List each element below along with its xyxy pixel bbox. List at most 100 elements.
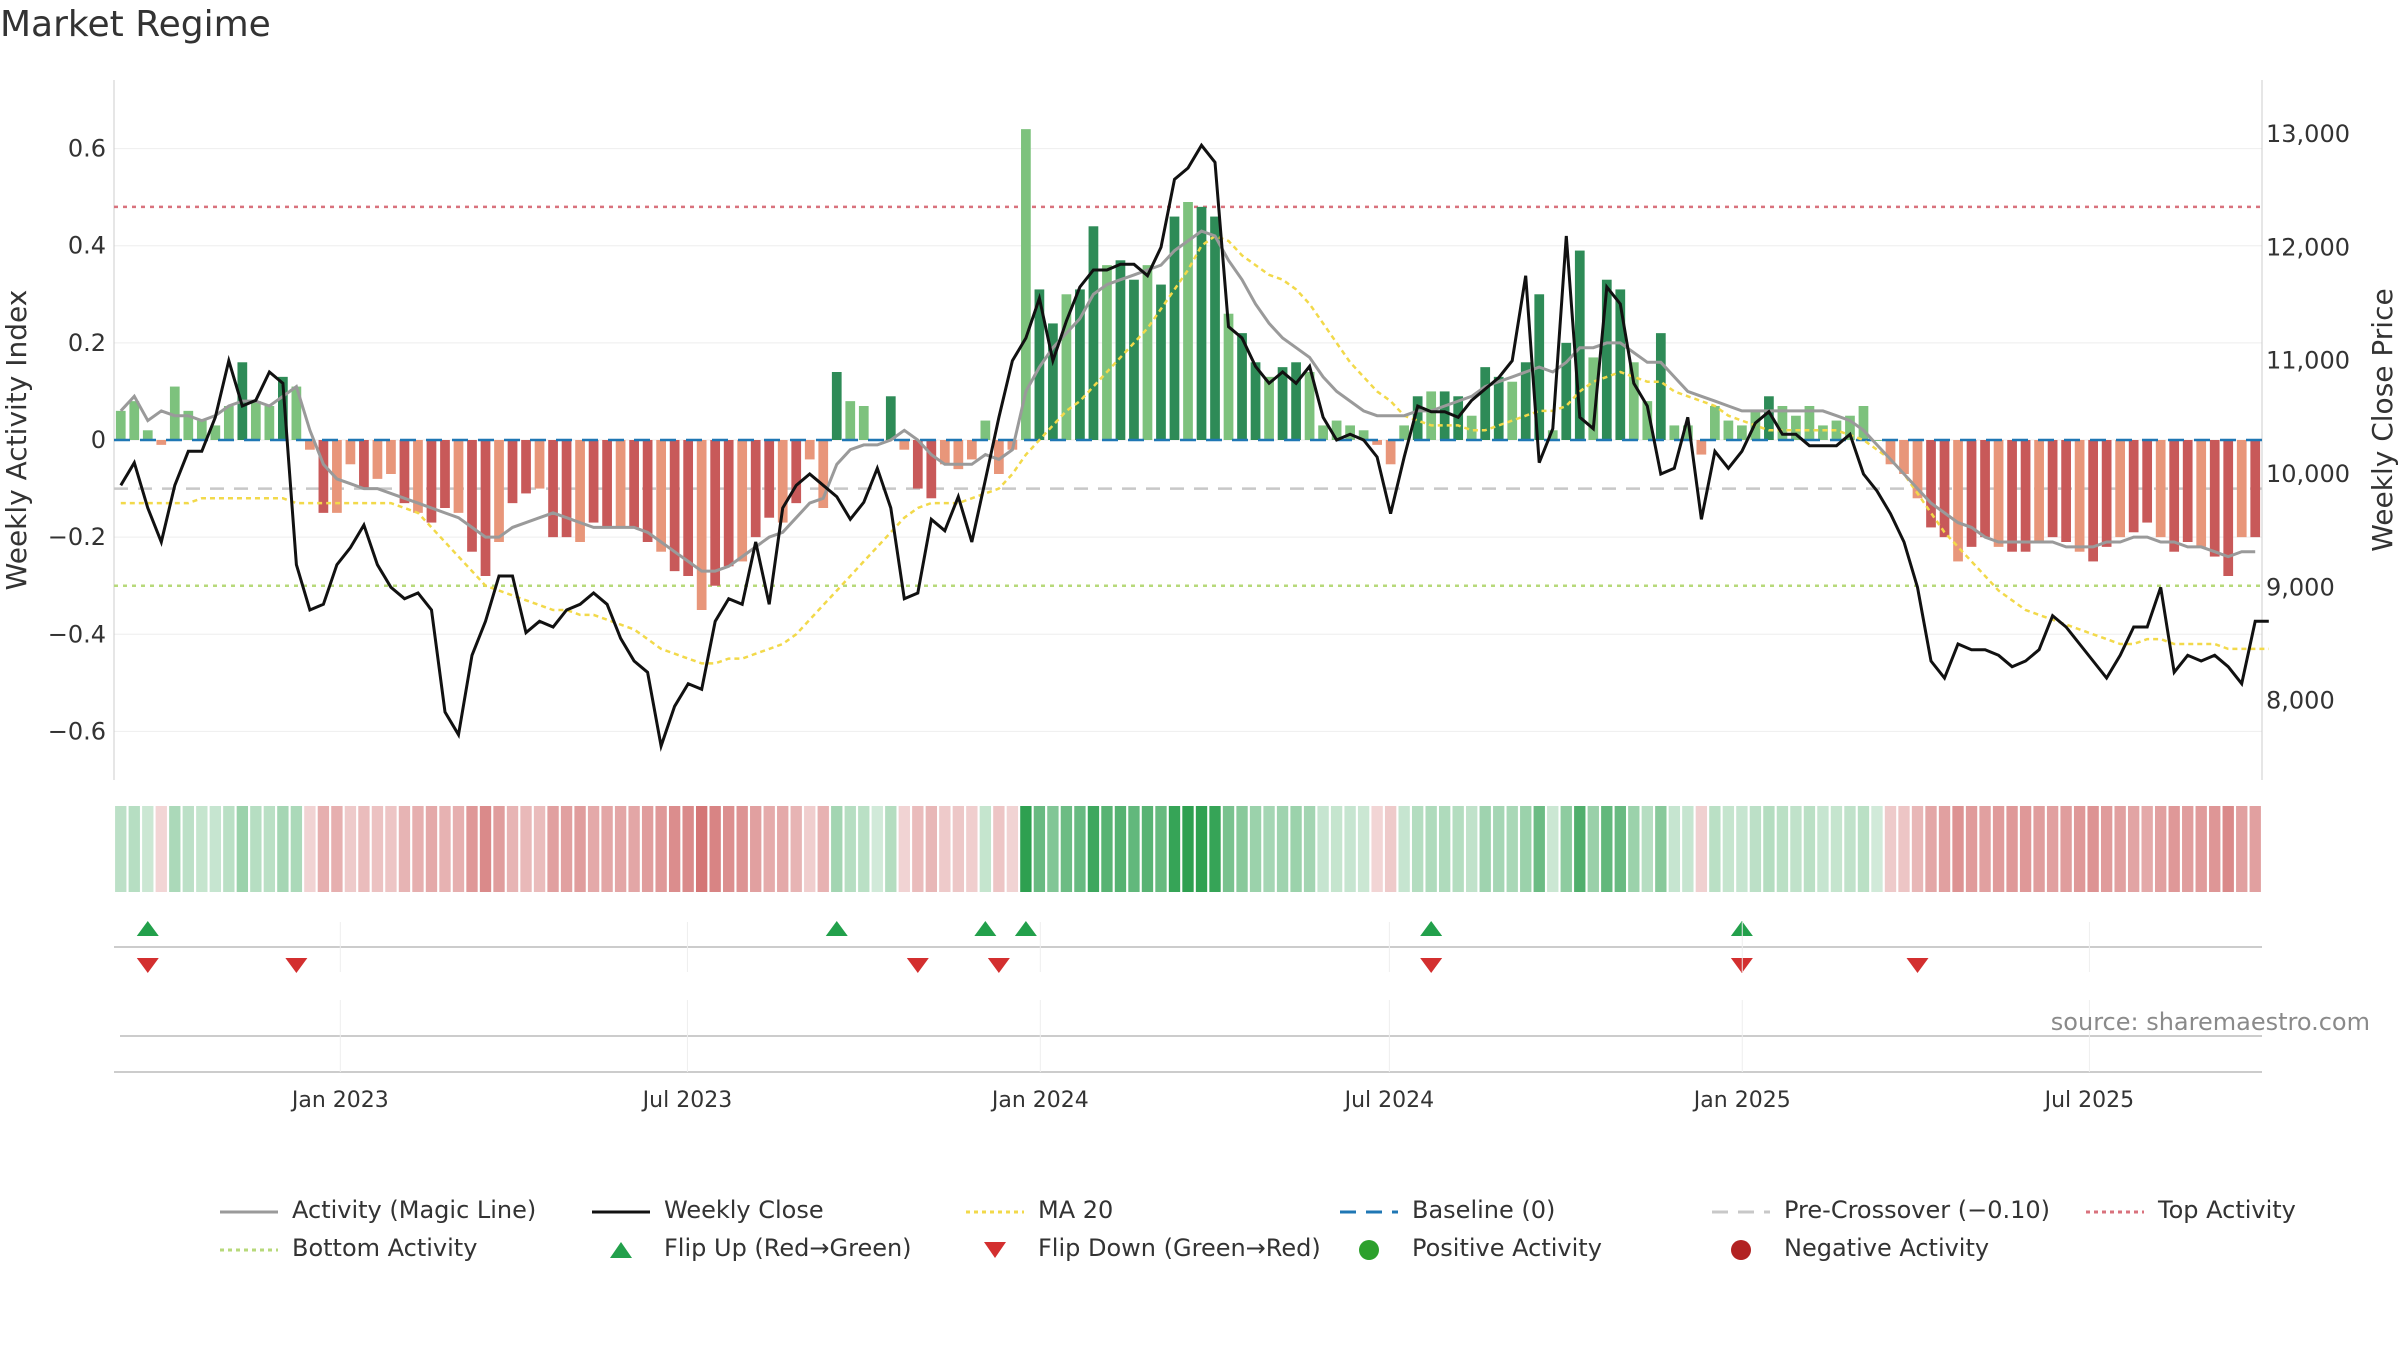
regime-strip-cell [587, 806, 600, 892]
activity-bar [791, 440, 802, 504]
regime-strip-cell [804, 806, 816, 892]
activity-bar [1304, 372, 1315, 440]
legend-item: Pre-Crossover (−0.10) [1712, 1196, 2050, 1224]
activity-bar [359, 440, 369, 489]
regime-strip-cell [358, 806, 370, 892]
activity-bar [1169, 216, 1180, 440]
activity-bar [1912, 440, 1923, 499]
regime-strip-cell [1992, 806, 2005, 892]
regime-strip-cell [1965, 806, 1978, 892]
activity-bar [1088, 226, 1099, 440]
activity-bar [521, 440, 531, 494]
regime-strip-cell [1114, 806, 1127, 892]
regime-strip-cell [331, 806, 343, 892]
activity-bar [332, 440, 342, 513]
activity-bar [2196, 440, 2207, 547]
activity-bar [1588, 357, 1599, 440]
activity-bar [440, 440, 450, 508]
regime-strip-cell [1479, 806, 1491, 892]
right-tick-label: 9,000 [2266, 573, 2335, 601]
regime-strip-cell [533, 806, 546, 892]
regime-strip-cell [2127, 806, 2140, 892]
regime-strip-cell [466, 806, 478, 892]
regime-strip-cell [871, 806, 883, 892]
activity-bar [2209, 440, 2220, 557]
activity-bar [1277, 367, 1288, 440]
regime-strip-cell [1168, 806, 1181, 892]
regime-strip-cell [601, 806, 613, 892]
activity-bar [845, 401, 856, 440]
regime-strip-cell [1155, 806, 1167, 892]
activity-bar [750, 440, 761, 538]
regime-strip-cell [1141, 806, 1154, 892]
activity-bar [1845, 415, 1855, 440]
activity-bar [1102, 265, 1112, 440]
legend-label: Flip Up (Red→Green) [664, 1234, 912, 1262]
market-regime-chart: −0.6 −0.4 −0.2 0 0.2 0.4 0.6 8,000 9,000 10,000 11… [0, 80, 2399, 1113]
legend-label: Pre-Crossover (−0.10) [1784, 1196, 2051, 1224]
chart-title: Market Regime [0, 4, 271, 45]
regime-strip-cell [736, 806, 748, 892]
regime-strip-cell [506, 806, 519, 892]
legend-label: Top Activity [2158, 1196, 2296, 1224]
regime-strip-cell [1574, 806, 1586, 892]
legend-swatch-icon [1712, 1200, 1770, 1220]
legend-item: Flip Up (Red→Green) [592, 1234, 912, 1262]
regime-strip-cell [182, 806, 194, 892]
regime-strip-cell [2182, 806, 2194, 892]
regime-strip-cell [1317, 806, 1329, 892]
regime-strip-cell [1614, 806, 1626, 892]
regime-strip-cell [2033, 806, 2045, 892]
activity-bar [453, 440, 464, 513]
activity-bar [2088, 440, 2098, 562]
regime-strip-cell [1790, 806, 1802, 892]
activity-bar [966, 440, 977, 460]
activity-bar [656, 440, 666, 552]
legend-item: Weekly Close [592, 1196, 824, 1224]
legend-item: MA 20 [966, 1196, 1113, 1224]
activity-bar [1777, 406, 1788, 440]
activity-bar [683, 440, 694, 576]
regime-strip-cell [277, 806, 289, 892]
regime-strip-cell [1628, 806, 1640, 892]
activity-bar [2034, 440, 2044, 542]
activity-bar [1183, 202, 1193, 440]
regime-strip-cell [1452, 806, 1464, 892]
activity-bar [2007, 440, 2017, 552]
legend-label: Negative Activity [1784, 1234, 1990, 1262]
activity-bar [1547, 430, 1558, 440]
legend-swatch-icon [966, 1238, 1024, 1258]
regime-strip-cell [290, 806, 303, 892]
regime-strip-cell [655, 806, 667, 892]
activity-bar [399, 440, 410, 504]
regime-strip-cell [966, 806, 978, 892]
regime-strip-cell [1101, 806, 1113, 892]
activity-bar [1980, 440, 1990, 538]
flip-down-marker [1906, 958, 1929, 973]
regime-strip-cell [385, 806, 397, 892]
activity-bar [696, 440, 707, 610]
activity-bar [912, 440, 923, 489]
regime-strip-cell [115, 806, 127, 892]
activity-bar [223, 406, 234, 440]
activity-bar [1655, 333, 1666, 440]
regime-strip-cell [1952, 806, 1964, 892]
regime-strip-cell [1817, 806, 1829, 892]
regime-strip-cell [412, 806, 424, 892]
flip-up-marker [1014, 921, 1037, 936]
activity-bar [1628, 362, 1639, 440]
regime-strip-cell [1425, 806, 1437, 892]
activity-bar [278, 376, 288, 440]
activity-bar [1493, 376, 1504, 440]
activity-bar [1993, 440, 2004, 547]
activity-bar [926, 440, 937, 499]
regime-strip-cell [1520, 806, 1532, 892]
activity-bar [1966, 440, 1977, 547]
regime-strip-cell [2141, 806, 2153, 892]
activity-bar [2142, 440, 2153, 523]
activity-bar [1574, 250, 1585, 440]
activity-bar [2128, 440, 2139, 533]
activity-bar [1669, 425, 1680, 440]
regime-strip-cell [1371, 806, 1383, 892]
regime-strip-cell [155, 806, 167, 892]
